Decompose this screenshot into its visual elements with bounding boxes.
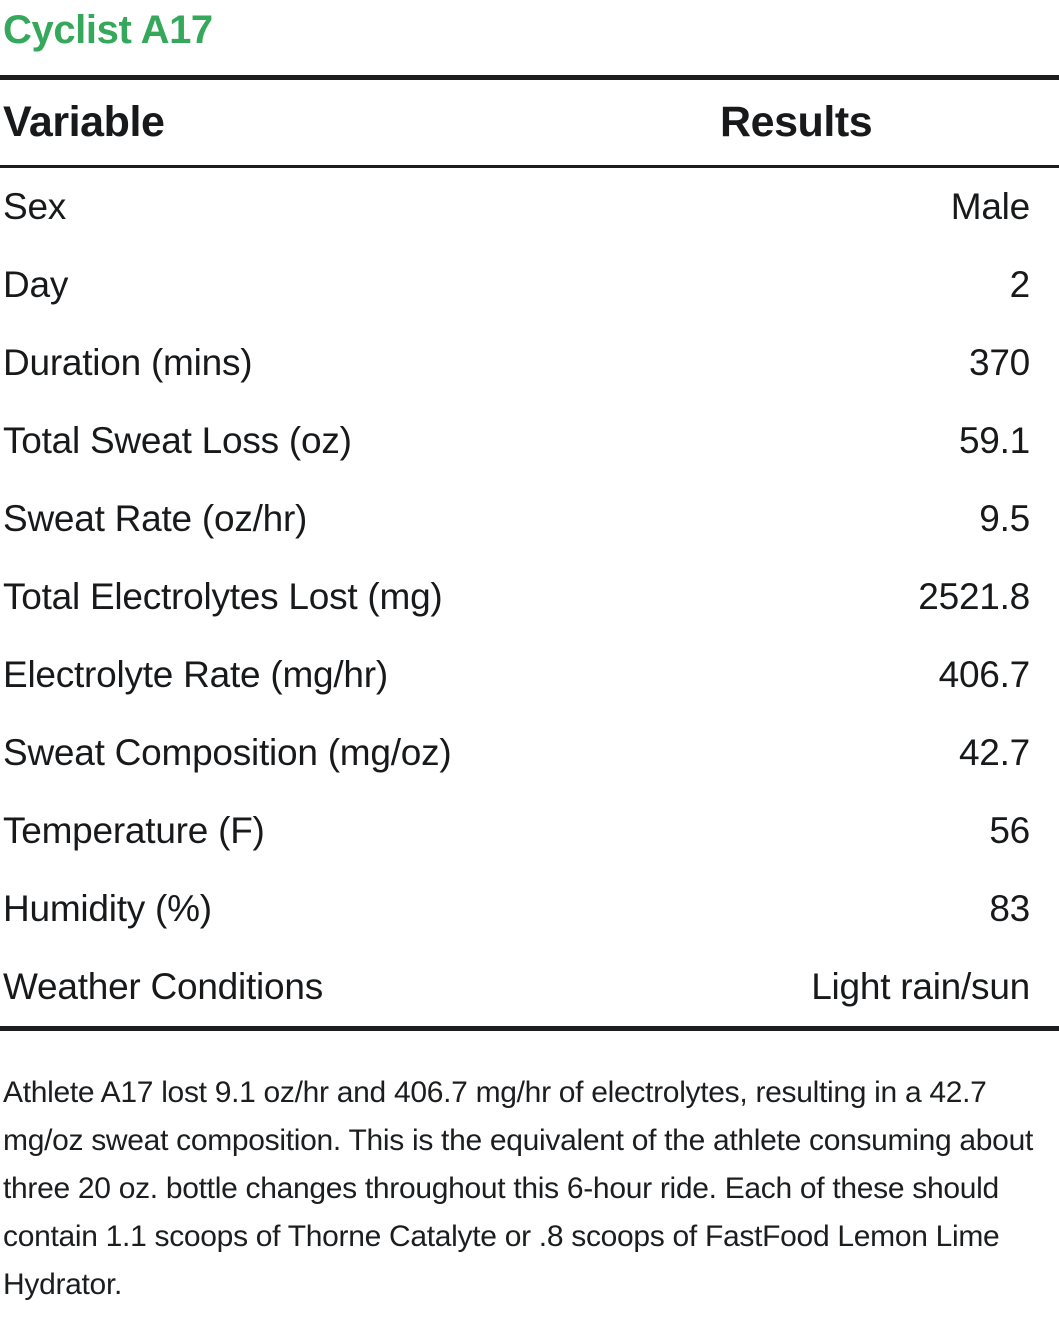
table-row: Temperature (F) 56 xyxy=(0,792,1059,870)
row-value: 370 xyxy=(968,342,1030,383)
row-value: 59.1 xyxy=(958,420,1030,461)
page-title: Cyclist A17 xyxy=(3,8,213,52)
row-label: Electrolyte Rate (mg/hr) xyxy=(3,654,388,695)
table-row: Duration (mins) 370 xyxy=(0,324,1059,402)
row-label: Duration (mins) xyxy=(3,342,253,383)
table-row: Humidity (%) 83 xyxy=(0,870,1059,948)
table-row: Weather Conditions Light rain/sun xyxy=(0,948,1059,1026)
row-label: Sweat Rate (oz/hr) xyxy=(3,498,308,539)
row-value: 9.5 xyxy=(979,498,1030,539)
row-label: Sweat Composition (mg/oz) xyxy=(3,732,452,773)
table-row: Sweat Composition (mg/oz) 42.7 xyxy=(0,714,1059,792)
row-label: Day xyxy=(3,264,69,305)
results-table: Variable Results Sex Male Day 2 Duration… xyxy=(0,75,1059,1031)
row-label: Humidity (%) xyxy=(3,888,212,929)
row-label: Weather Conditions xyxy=(3,966,323,1007)
column-header-variable: Variable xyxy=(3,98,165,146)
column-header-results: Results xyxy=(719,98,873,146)
table-row: Total Sweat Loss (oz) 59.1 xyxy=(0,402,1059,480)
summary-paragraph: Athlete A17 lost 9.1 oz/hr and 406.7 mg/… xyxy=(3,1076,1033,1301)
row-label: Sex xyxy=(3,186,67,227)
row-value: 42.7 xyxy=(958,732,1030,773)
row-label: Total Sweat Loss (oz) xyxy=(3,420,352,461)
table-row: Total Electrolytes Lost (mg) 2521.8 xyxy=(0,558,1059,636)
table-row: Sweat Rate (oz/hr) 9.5 xyxy=(0,480,1059,558)
row-label: Total Electrolytes Lost (mg) xyxy=(3,576,443,617)
row-label: Temperature (F) xyxy=(3,810,265,851)
table-row: Electrolyte Rate (mg/hr) 406.7 xyxy=(0,636,1059,714)
table-row: Sex Male xyxy=(0,168,1059,246)
row-value: 2521.8 xyxy=(918,576,1030,617)
row-value: 56 xyxy=(989,810,1030,851)
table-header-row: Variable Results xyxy=(0,75,1059,168)
row-value: 2 xyxy=(1009,264,1031,305)
table-body: Sex Male Day 2 Duration (mins) 370 Total… xyxy=(0,168,1059,1026)
table-row: Day 2 xyxy=(0,246,1059,324)
row-value: Male xyxy=(950,186,1030,227)
row-value: Light rain/sun xyxy=(811,966,1030,1007)
row-value: 406.7 xyxy=(938,654,1031,695)
row-value: 83 xyxy=(989,888,1030,929)
